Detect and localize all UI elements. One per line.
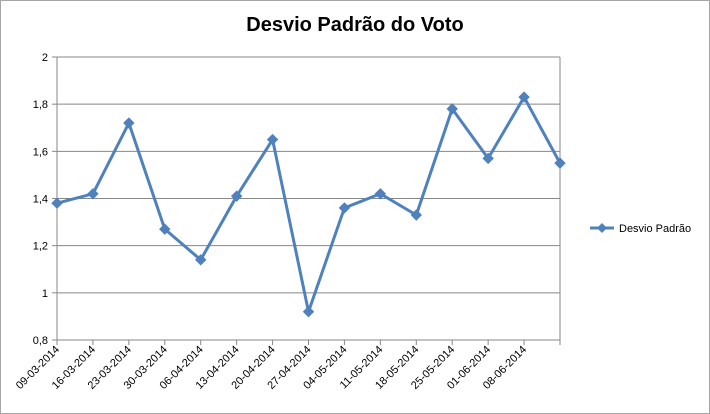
y-tick-label: 1,8 xyxy=(33,99,48,111)
data-point xyxy=(302,305,315,318)
data-point xyxy=(410,209,422,221)
data-point xyxy=(230,190,243,202)
data-point xyxy=(554,157,566,169)
x-tick-labels: 09-03-201416-03-201423-03-201430-03-2014… xyxy=(14,344,529,392)
legend-marker xyxy=(597,223,607,233)
y-tick-label: 0,8 xyxy=(33,335,48,347)
data-point xyxy=(51,197,63,209)
chart-title: Desvio Padrão do Voto xyxy=(246,14,464,36)
y-tick-label: 2 xyxy=(42,52,48,64)
y-tick-label: 1,4 xyxy=(33,194,48,206)
series-line xyxy=(56,95,562,314)
y-tick-label: 1,6 xyxy=(33,146,48,158)
data-point xyxy=(374,188,387,200)
data-point xyxy=(518,91,530,103)
data-point xyxy=(266,133,279,146)
series-layer xyxy=(51,91,566,318)
data-point xyxy=(446,103,458,115)
data-point xyxy=(482,152,494,165)
gridlines xyxy=(57,56,560,294)
legend-label: Desvio Padrão xyxy=(619,223,691,235)
data-point xyxy=(159,223,171,235)
data-point xyxy=(87,188,99,200)
y-tick-label: 1,2 xyxy=(33,241,48,253)
legend: Desvio Padrão xyxy=(590,223,691,235)
data-point xyxy=(338,202,351,214)
data-point xyxy=(123,117,135,129)
y-tick-label: 1 xyxy=(42,288,48,300)
y-tick-labels: 0,8 1 1,2 1,4 1,6 1,8 2 xyxy=(33,52,48,347)
data-point xyxy=(195,254,207,266)
